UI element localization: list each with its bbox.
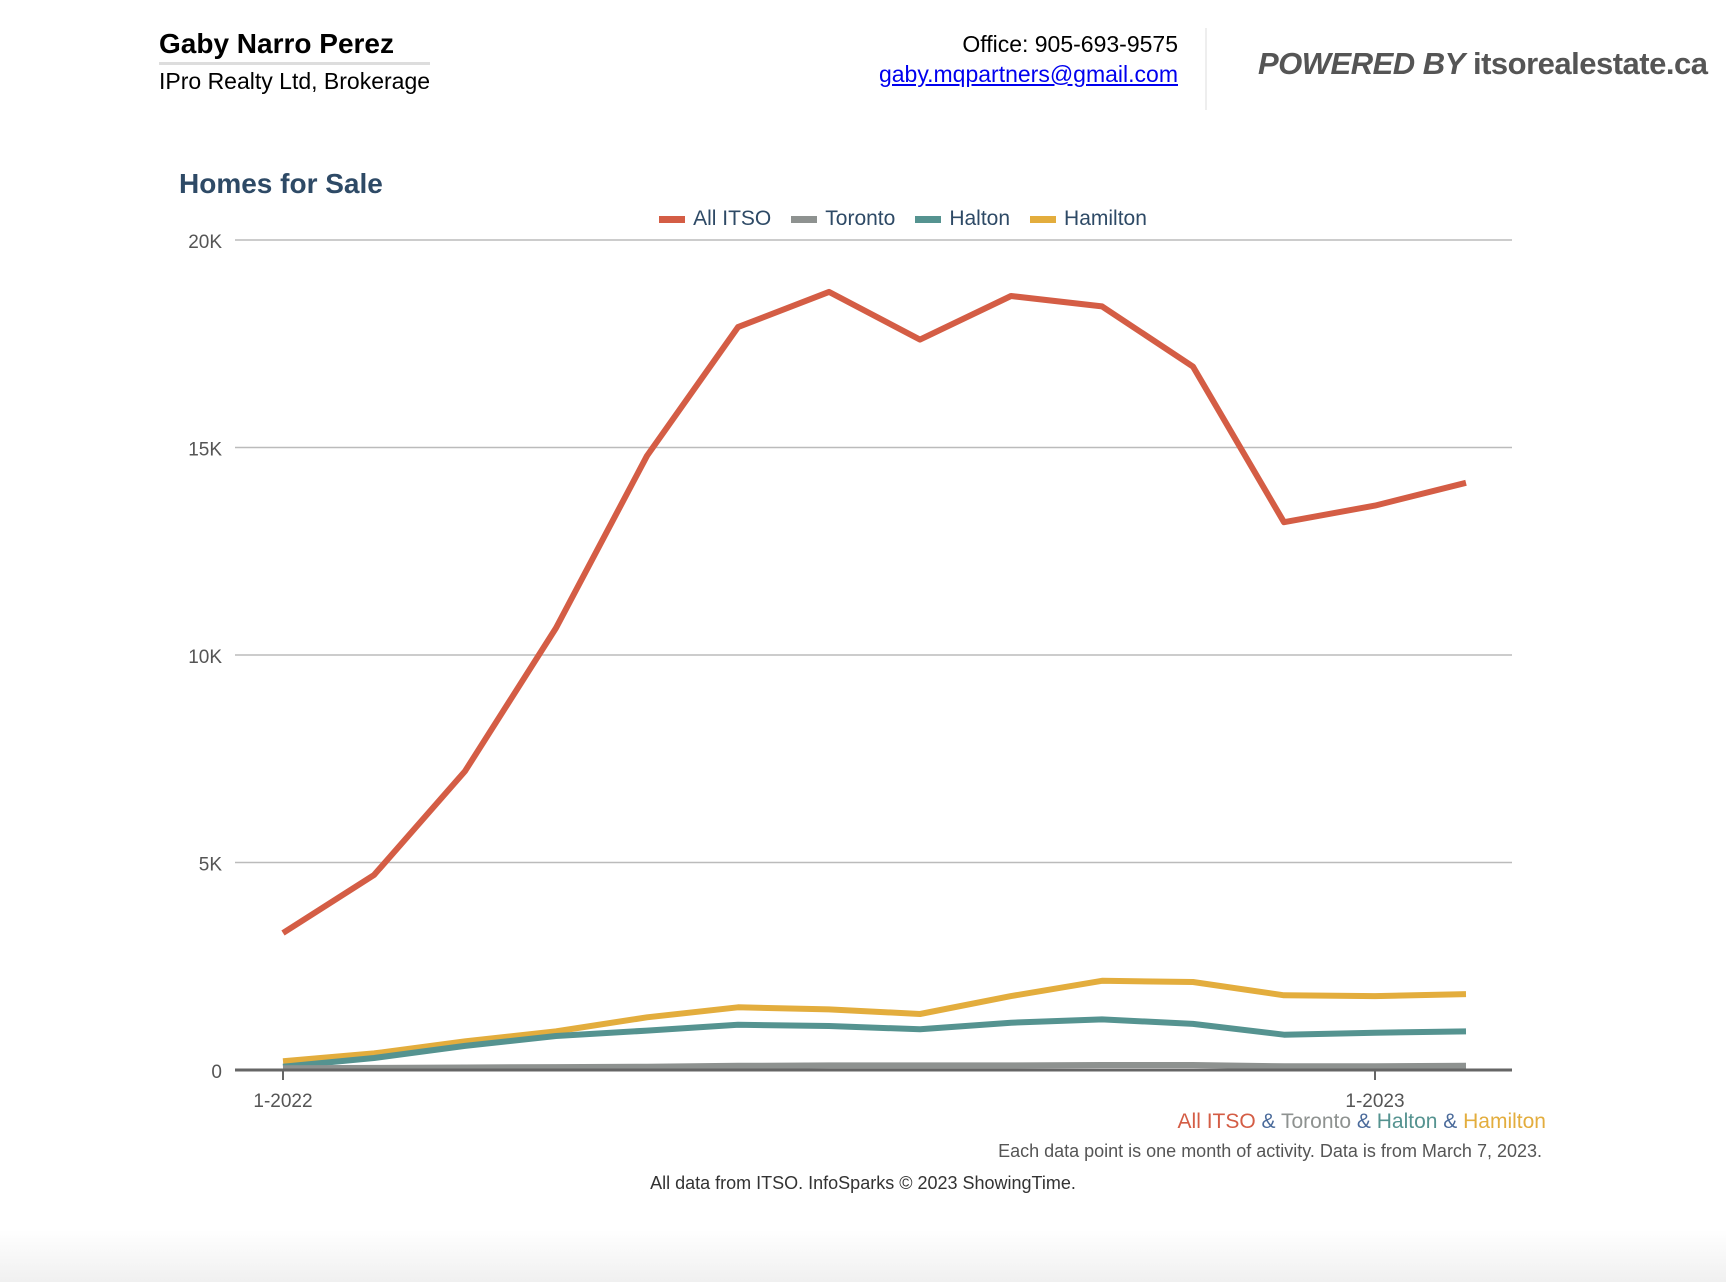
- agent-company: IPro Realty Ltd, Brokerage: [159, 68, 431, 94]
- divider: [159, 62, 430, 65]
- legend-label: All ITSO: [693, 207, 772, 230]
- divider: [1205, 28, 1207, 110]
- powered-by-logo: POWERED BY itsorealestate.ca: [1258, 46, 1708, 82]
- legend-item[interactable]: Toronto: [791, 207, 895, 231]
- y-tick-label: 15K: [188, 440, 222, 461]
- series-caption-item: Halton: [1376, 1110, 1438, 1133]
- email-link[interactable]: gaby.mqpartners@gmail.com: [878, 61, 1178, 87]
- y-tick-label: 5K: [199, 855, 223, 876]
- series-caption-item: All ITSO: [1177, 1110, 1256, 1133]
- agent-name: Gaby Narro Perez: [159, 28, 394, 59]
- legend-label: Hamilton: [1064, 207, 1147, 230]
- footnote: Each data point is one month of activity…: [998, 1141, 1542, 1161]
- x-tick-label: 1-2023: [1345, 1091, 1404, 1112]
- series-line-hamilton: [282, 977, 1467, 1065]
- legend-item[interactable]: All ITSO: [659, 207, 771, 231]
- legend-label: Halton: [949, 207, 1011, 230]
- series-caption: All ITSO & Toronto & Halton & Hamilton: [1178, 1110, 1546, 1134]
- separator: &: [1437, 1110, 1464, 1133]
- legend-item[interactable]: Halton: [915, 207, 1010, 231]
- x-tick-label: 1-2022: [253, 1091, 312, 1112]
- site-name: itsorealestate.ca: [1472, 46, 1708, 81]
- legend: All ITSO Toronto Halton Hamilton: [0, 207, 1726, 231]
- separator: &: [1351, 1110, 1377, 1133]
- legend-label: Toronto: [825, 207, 896, 230]
- y-tick-label: 10K: [188, 647, 222, 668]
- series-line-all-itso: [281, 288, 1467, 936]
- chart-title: Homes for Sale: [179, 168, 383, 199]
- office-phone: Office: 905-693-9575: [962, 31, 1178, 57]
- y-tick-label: 20K: [188, 232, 222, 253]
- page-bottom-shade: [0, 1230, 1726, 1282]
- series-line-toronto: [282, 1062, 1467, 1072]
- y-tick-label: 0: [211, 1062, 222, 1083]
- powered-by-label: POWERED BY: [1258, 46, 1465, 81]
- series-caption-item: Toronto: [1281, 1110, 1352, 1133]
- legend-swatch: [659, 215, 686, 223]
- legend-swatch: [915, 215, 942, 223]
- legend-swatch: [791, 215, 818, 223]
- series-caption-item: Hamilton: [1463, 1110, 1546, 1133]
- legend-item[interactable]: Hamilton: [1030, 207, 1147, 231]
- separator: &: [1255, 1110, 1281, 1133]
- source-credit: All data from ITSO. InfoSparks © 2023 Sh…: [650, 1173, 1076, 1193]
- series-line-halton: [282, 1016, 1467, 1070]
- legend-swatch: [1030, 215, 1057, 223]
